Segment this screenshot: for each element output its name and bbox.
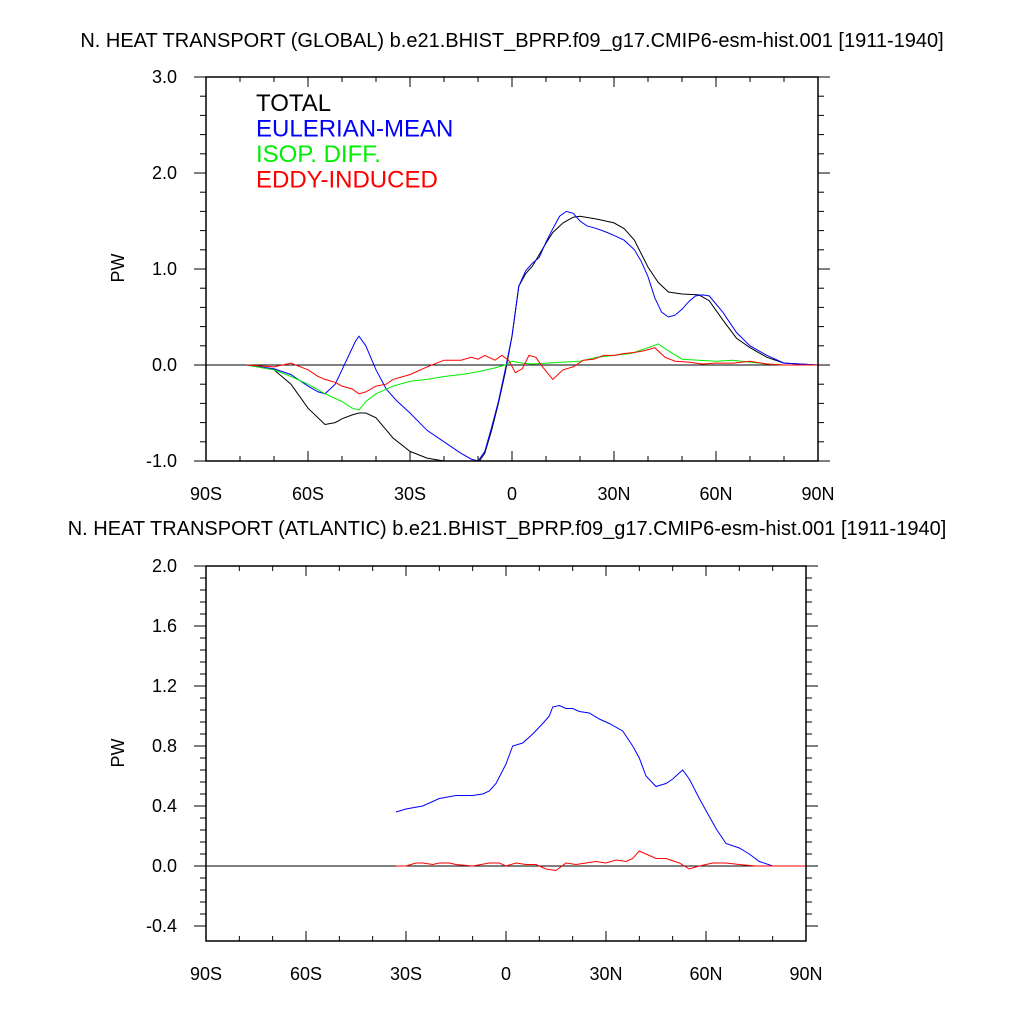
x-tick-label: 60S [292, 484, 324, 504]
y-tick-label: 2.0 [152, 556, 177, 576]
y-tick-label: 0.8 [152, 736, 177, 756]
legend-isop-diff: ISOP. DIFF. [256, 141, 381, 168]
x-tick-label: 30S [390, 964, 422, 984]
y-axis-label: PW [108, 738, 128, 767]
series-group [395, 704, 806, 872]
x-tick-label: 90N [801, 484, 834, 504]
x-tick-label: 30S [394, 484, 426, 504]
series-group [246, 210, 818, 461]
series-1-line [396, 850, 806, 872]
x-tick-label: 60N [699, 484, 732, 504]
y-tick-label: 1.0 [152, 259, 177, 279]
legend-total: TOTAL [256, 90, 331, 117]
x-tick-label: 60N [689, 964, 722, 984]
chart-title: N. HEAT TRANSPORT (ATLANTIC) b.e21.BHIST… [68, 518, 947, 540]
y-tick-label: 3.0 [152, 67, 177, 87]
total-line [246, 215, 818, 461]
x-tick-label: 90S [190, 964, 222, 984]
eulerian-mean-line [246, 210, 818, 461]
isop-diff-line [246, 343, 818, 411]
legend-eddy-induced: EDDY-INDUCED [256, 167, 438, 194]
x-tick-label: 0 [501, 964, 511, 984]
x-tick-label: 30N [589, 964, 622, 984]
y-tick-label: 0.0 [152, 856, 177, 876]
y-tick-label: 2.0 [152, 163, 177, 183]
x-tick-label: 90S [190, 484, 222, 504]
series-0-line [395, 704, 806, 867]
y-tick-label: 0.0 [152, 355, 177, 375]
y-tick-label: 1.2 [152, 676, 177, 696]
atlantic-heat-transport-chart: N. HEAT TRANSPORT (ATLANTIC) b.e21.BHIST… [68, 518, 947, 984]
x-tick-label: 30N [597, 484, 630, 504]
y-tick-label: -1.0 [146, 451, 177, 471]
x-tick-label: 90N [789, 964, 822, 984]
y-tick-label: -0.4 [146, 916, 177, 936]
chart-title: N. HEAT TRANSPORT (GLOBAL) b.e21.BHIST_B… [80, 30, 943, 52]
y-tick-label: 1.6 [152, 616, 177, 636]
x-tick-label: 0 [507, 484, 517, 504]
eddy-induced-line [246, 347, 818, 395]
global-heat-transport-chart: N. HEAT TRANSPORT (GLOBAL) b.e21.BHIST_B… [80, 30, 943, 504]
y-axis-label: PW [108, 253, 128, 282]
y-tick-label: 0.4 [152, 796, 177, 816]
x-tick-label: 60S [290, 964, 322, 984]
plot-frame [205, 565, 807, 942]
legend-eulerian-mean: EULERIAN-MEAN [256, 116, 453, 143]
